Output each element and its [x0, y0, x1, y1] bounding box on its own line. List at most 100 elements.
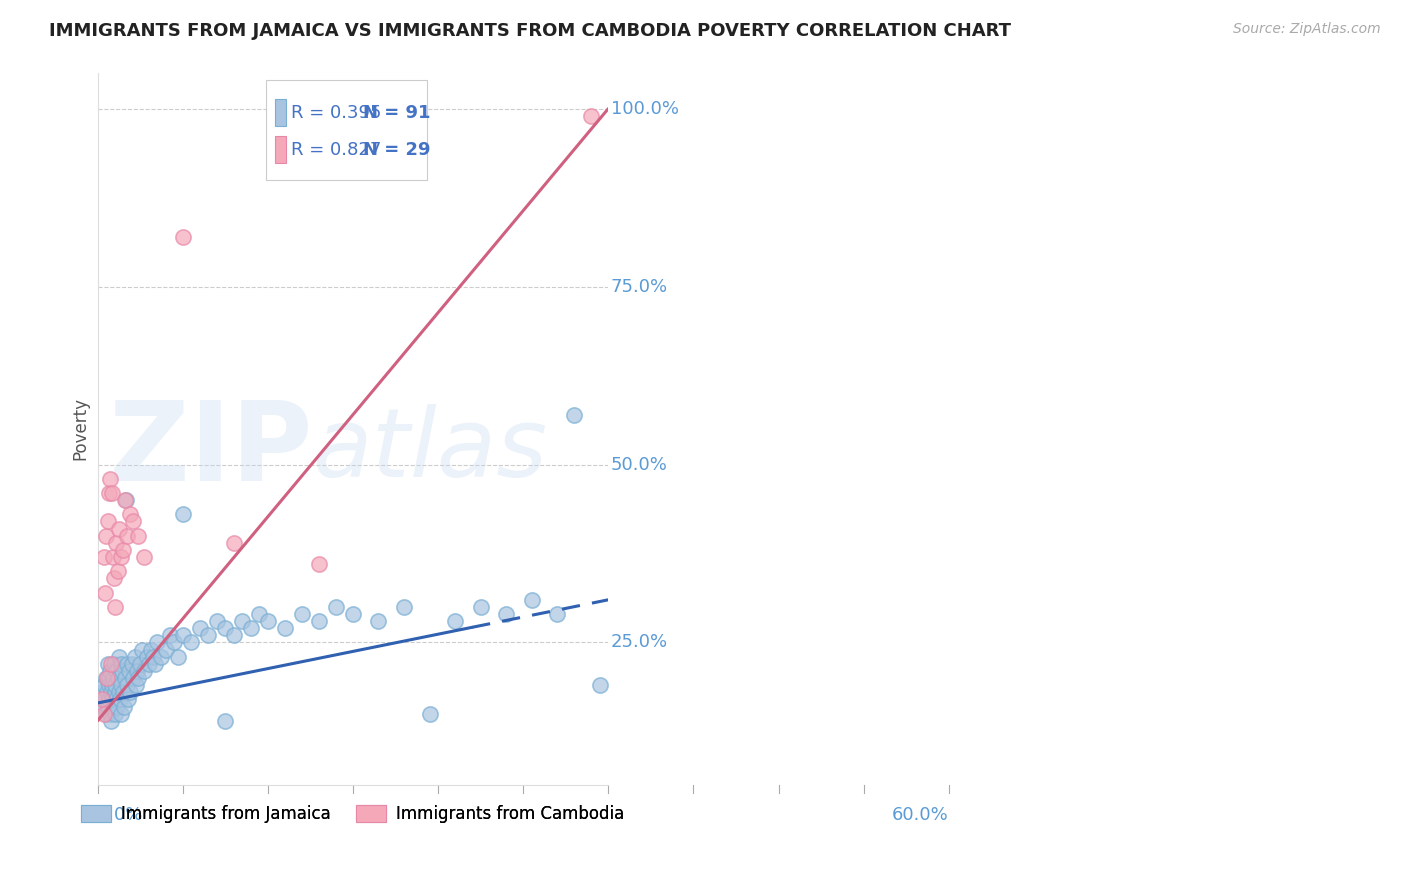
Y-axis label: Poverty: Poverty — [72, 398, 89, 460]
Point — [127, 671, 149, 685]
Point — [118, 664, 141, 678]
Point — [180, 635, 202, 649]
Point — [97, 486, 120, 500]
Point — [136, 649, 159, 664]
Text: N = 29: N = 29 — [363, 141, 430, 159]
Point — [127, 529, 149, 543]
Text: 100.0%: 100.0% — [610, 100, 679, 118]
Point — [163, 635, 186, 649]
Point — [110, 706, 132, 721]
Point — [131, 642, 153, 657]
Point — [105, 699, 128, 714]
Point — [141, 642, 163, 657]
Point — [114, 493, 136, 508]
Point — [110, 550, 132, 565]
Point — [101, 486, 124, 500]
Point — [291, 607, 314, 621]
Point — [214, 714, 236, 728]
Point — [112, 699, 135, 714]
Point — [256, 614, 278, 628]
Point — [97, 671, 120, 685]
Point — [111, 664, 134, 678]
Point — [150, 649, 173, 664]
Point — [104, 678, 127, 692]
Point — [444, 614, 467, 628]
FancyBboxPatch shape — [274, 136, 285, 163]
Point — [100, 714, 122, 728]
Text: R = 0.827: R = 0.827 — [291, 141, 381, 159]
Point — [121, 657, 143, 671]
Point — [308, 557, 330, 571]
Point — [419, 706, 441, 721]
Text: N = 91: N = 91 — [363, 103, 430, 122]
Point — [172, 229, 194, 244]
Point — [100, 685, 122, 699]
Point — [142, 649, 165, 664]
Point — [105, 536, 128, 550]
Point — [101, 671, 124, 685]
Point — [101, 550, 124, 565]
Point — [124, 649, 146, 664]
Point — [90, 692, 112, 706]
Point — [104, 706, 127, 721]
Point — [125, 664, 148, 678]
Point — [274, 621, 297, 635]
Text: R = 0.395: R = 0.395 — [291, 103, 381, 122]
Text: 75.0%: 75.0% — [610, 277, 668, 295]
Point — [122, 515, 145, 529]
FancyBboxPatch shape — [274, 99, 285, 127]
Point — [93, 678, 115, 692]
Point — [214, 621, 236, 635]
Text: 60.0%: 60.0% — [891, 806, 949, 824]
Point — [97, 692, 120, 706]
Point — [98, 472, 121, 486]
Point — [108, 685, 131, 699]
Point — [105, 692, 128, 706]
Point — [117, 529, 139, 543]
Point — [101, 692, 124, 706]
Point — [93, 699, 115, 714]
Point — [172, 508, 194, 522]
Point — [122, 671, 145, 685]
Point — [367, 614, 389, 628]
Point — [146, 635, 169, 649]
Point — [107, 564, 129, 578]
Point — [112, 685, 135, 699]
Legend: Immigrants from Jamaica, Immigrants from Cambodia: Immigrants from Jamaica, Immigrants from… — [75, 798, 631, 830]
Point — [188, 621, 211, 635]
Point — [118, 508, 141, 522]
Point — [90, 685, 112, 699]
Point — [94, 692, 117, 706]
Point — [107, 671, 129, 685]
Point — [125, 678, 148, 692]
Text: Source: ZipAtlas.com: Source: ZipAtlas.com — [1233, 22, 1381, 37]
Point — [392, 599, 415, 614]
Point — [112, 543, 135, 558]
Point — [94, 585, 117, 599]
Point — [129, 657, 152, 671]
Text: ZIP: ZIP — [108, 397, 312, 504]
Point — [205, 614, 228, 628]
Point — [520, 592, 543, 607]
Point — [108, 522, 131, 536]
Point — [546, 607, 568, 621]
Point — [145, 657, 167, 671]
Point — [97, 699, 120, 714]
Point — [98, 706, 121, 721]
Point — [470, 599, 492, 614]
Point — [94, 671, 117, 685]
Point — [101, 678, 124, 692]
Point — [231, 614, 253, 628]
FancyBboxPatch shape — [266, 80, 427, 180]
Text: IMMIGRANTS FROM JAMAICA VS IMMIGRANTS FROM CAMBODIA POVERTY CORRELATION CHART: IMMIGRANTS FROM JAMAICA VS IMMIGRANTS FR… — [49, 22, 1011, 40]
Point — [247, 607, 270, 621]
Point — [222, 536, 245, 550]
Point — [114, 671, 136, 685]
Text: 0.0%: 0.0% — [97, 806, 143, 824]
Point — [93, 550, 115, 565]
Point — [110, 678, 132, 692]
Point — [98, 664, 121, 678]
Point — [94, 706, 117, 721]
Text: atlas: atlas — [312, 404, 547, 497]
Point — [103, 657, 125, 671]
